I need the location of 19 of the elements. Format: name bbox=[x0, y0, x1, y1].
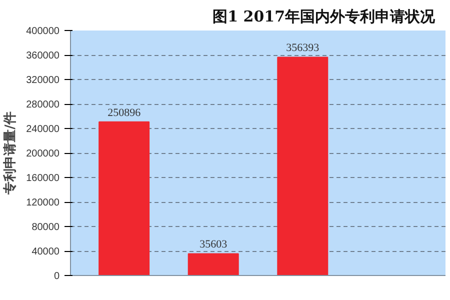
y-tick-label: 240000 bbox=[26, 124, 60, 135]
bar bbox=[98, 121, 150, 276]
y-tick-label: 40000 bbox=[32, 246, 60, 258]
bar bbox=[188, 253, 239, 276]
chart-title: 图1 2017年国内外专利申请状况 bbox=[212, 8, 436, 26]
y-tick-label: 80000 bbox=[32, 222, 60, 233]
data-label: 250896 bbox=[108, 106, 142, 119]
bar bbox=[277, 56, 328, 276]
y-tick-label: 400000 bbox=[26, 26, 60, 37]
y-tick-label: 120000 bbox=[26, 198, 60, 208]
y-axis-title: 专利申请量/件 bbox=[2, 112, 18, 196]
y-tick-label: 280000 bbox=[26, 100, 60, 110]
y-tick-label: 160000 bbox=[26, 173, 60, 184]
y-tick-label: 0 bbox=[54, 271, 60, 282]
y-tick-label: 360000 bbox=[26, 50, 60, 62]
y-tick-label: 200000 bbox=[26, 148, 60, 160]
data-label: 356393 bbox=[286, 42, 320, 54]
data-label: 35603 bbox=[200, 238, 228, 251]
y-tick-label: 320000 bbox=[26, 75, 60, 86]
